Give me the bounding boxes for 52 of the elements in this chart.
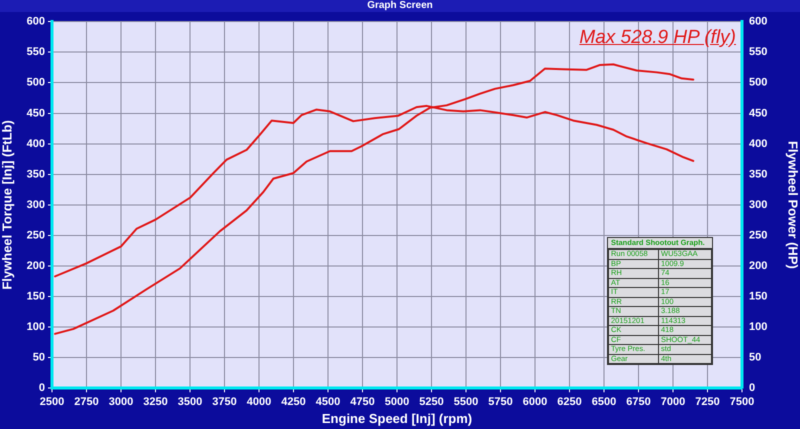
x-tick-label: 4750 xyxy=(350,396,375,408)
y2-tick-label: 0 xyxy=(749,382,756,394)
x-axis-title: Engine Speed [Inj] (rpm) xyxy=(322,410,472,426)
x-tick-label: 3500 xyxy=(178,396,202,408)
x-tick-label: 5250 xyxy=(419,396,444,408)
x-tick-label: 6750 xyxy=(626,396,651,408)
y2-tick-label: 550 xyxy=(749,46,768,58)
y-tick-label: 150 xyxy=(26,290,45,303)
x-tick-label: 4000 xyxy=(246,396,272,408)
x-tick-label: 5500 xyxy=(454,396,478,408)
y2-tick-label: 50 xyxy=(749,352,762,364)
y-tick-label: 550 xyxy=(26,46,45,58)
y2-tick-label: 250 xyxy=(749,229,768,242)
x-tick-label: 3000 xyxy=(108,396,134,408)
x-tick-label: 7500 xyxy=(730,396,754,408)
x-tick-label: 5000 xyxy=(384,396,410,408)
y2-tick-label: 100 xyxy=(749,321,768,334)
x-tick-label: 4250 xyxy=(281,396,306,408)
y-tick-label: 450 xyxy=(26,107,45,120)
x-tick-label: 7250 xyxy=(695,396,720,408)
x-tick-label: 2500 xyxy=(40,396,64,408)
y2-axis-title: Flywheel Power (HP) xyxy=(786,140,800,269)
y-tick-label: 600 xyxy=(26,16,45,28)
y-axis-title: Flywheel Torque [Inj] (FtLb) xyxy=(0,120,14,290)
y2-tick-label: 150 xyxy=(749,290,768,303)
y2-tick-label: 450 xyxy=(749,107,768,120)
x-tick-label: 6000 xyxy=(522,396,548,408)
annotation: Max 528.9 HP (fly) xyxy=(579,27,736,49)
y-tick-label: 500 xyxy=(26,76,45,89)
x-tick-label: 5750 xyxy=(488,396,513,408)
x-tick-label: 3750 xyxy=(212,396,237,408)
y2-tick-label: 600 xyxy=(749,16,768,28)
y-tick-label: 100 xyxy=(26,321,45,334)
x-tick-label: 3250 xyxy=(143,396,168,408)
x-tick-label: 6250 xyxy=(557,396,582,408)
y2-tick-label: 200 xyxy=(749,260,768,272)
y-tick-label: 50 xyxy=(32,352,45,364)
chart-title: Graph Screen xyxy=(0,0,800,12)
y-tick-label: 350 xyxy=(26,168,45,180)
x-tick-label: 6500 xyxy=(592,396,616,408)
y2-tick-label: 500 xyxy=(749,76,768,89)
y-tick-label: 250 xyxy=(26,229,45,242)
x-tick-label: 2750 xyxy=(74,396,99,408)
y-tick-label: 300 xyxy=(26,198,45,211)
x-tick-label: 7000 xyxy=(660,396,686,408)
y-tick-label: 0 xyxy=(38,382,45,394)
x-tick-label: 4500 xyxy=(316,396,340,408)
y-tick-label: 400 xyxy=(26,138,45,150)
y2-tick-label: 400 xyxy=(749,138,768,150)
y2-tick-label: 350 xyxy=(749,168,768,180)
y-tick-label: 200 xyxy=(26,260,45,272)
y2-tick-label: 300 xyxy=(749,198,768,211)
